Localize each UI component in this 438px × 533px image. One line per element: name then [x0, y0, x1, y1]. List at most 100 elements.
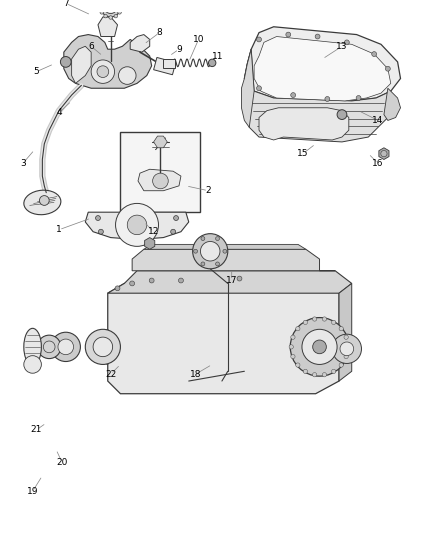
- Circle shape: [91, 60, 115, 83]
- Text: 6: 6: [88, 42, 94, 51]
- Polygon shape: [244, 27, 400, 101]
- Circle shape: [179, 278, 184, 283]
- Circle shape: [118, 67, 136, 84]
- Polygon shape: [145, 238, 155, 249]
- Circle shape: [109, 16, 113, 19]
- Circle shape: [237, 276, 242, 281]
- Circle shape: [312, 373, 317, 377]
- Circle shape: [290, 318, 349, 376]
- Circle shape: [149, 278, 154, 283]
- Circle shape: [257, 86, 261, 91]
- Polygon shape: [244, 49, 391, 142]
- Polygon shape: [379, 148, 389, 159]
- Circle shape: [43, 341, 55, 353]
- Polygon shape: [259, 108, 349, 140]
- Circle shape: [104, 14, 107, 18]
- Circle shape: [194, 249, 198, 253]
- Circle shape: [201, 237, 205, 240]
- Circle shape: [322, 317, 327, 321]
- Polygon shape: [64, 35, 152, 88]
- Circle shape: [118, 11, 121, 14]
- Text: 5: 5: [34, 67, 39, 76]
- Circle shape: [99, 229, 103, 234]
- Circle shape: [289, 345, 293, 349]
- Text: 4: 4: [56, 108, 62, 117]
- Bar: [120, 132, 201, 212]
- Circle shape: [344, 354, 348, 359]
- Circle shape: [339, 363, 343, 367]
- Text: 13: 13: [336, 42, 348, 51]
- Bar: [154, 58, 176, 75]
- Circle shape: [302, 329, 337, 365]
- Circle shape: [337, 110, 347, 119]
- Ellipse shape: [24, 328, 41, 366]
- Circle shape: [385, 66, 390, 71]
- Polygon shape: [108, 271, 352, 293]
- Text: 8: 8: [157, 28, 162, 37]
- Circle shape: [100, 11, 103, 14]
- Polygon shape: [254, 37, 391, 101]
- Text: 22: 22: [105, 370, 117, 379]
- Text: 11: 11: [212, 52, 224, 61]
- Circle shape: [344, 40, 349, 45]
- Circle shape: [115, 286, 120, 291]
- Polygon shape: [130, 35, 150, 52]
- Polygon shape: [154, 136, 167, 148]
- Circle shape: [95, 216, 100, 221]
- Circle shape: [340, 342, 353, 356]
- Circle shape: [101, 0, 120, 17]
- Text: 10: 10: [193, 35, 204, 44]
- Circle shape: [97, 66, 109, 77]
- Polygon shape: [72, 46, 91, 83]
- Circle shape: [291, 335, 295, 340]
- Polygon shape: [138, 169, 181, 191]
- Circle shape: [257, 37, 261, 42]
- Circle shape: [39, 196, 49, 205]
- Polygon shape: [241, 49, 254, 127]
- Circle shape: [332, 369, 336, 374]
- Circle shape: [193, 233, 228, 269]
- Text: 1: 1: [56, 225, 62, 235]
- Text: 15: 15: [297, 149, 309, 158]
- Circle shape: [223, 249, 227, 253]
- Circle shape: [100, 1, 103, 4]
- Text: 14: 14: [372, 116, 384, 125]
- Circle shape: [152, 173, 168, 189]
- Circle shape: [201, 262, 205, 266]
- Circle shape: [208, 59, 216, 67]
- Circle shape: [173, 216, 179, 221]
- Text: 2: 2: [205, 186, 211, 195]
- Circle shape: [346, 345, 350, 349]
- Polygon shape: [85, 212, 189, 239]
- Circle shape: [312, 317, 317, 321]
- Circle shape: [372, 52, 377, 56]
- Polygon shape: [108, 284, 339, 394]
- Circle shape: [60, 56, 71, 67]
- Ellipse shape: [24, 190, 61, 215]
- Circle shape: [24, 356, 41, 373]
- Circle shape: [38, 335, 61, 359]
- Circle shape: [286, 32, 291, 37]
- Polygon shape: [384, 88, 400, 120]
- Polygon shape: [132, 249, 335, 271]
- Circle shape: [215, 262, 219, 266]
- Circle shape: [171, 229, 176, 234]
- Circle shape: [356, 95, 361, 100]
- Polygon shape: [98, 17, 117, 37]
- Circle shape: [313, 340, 326, 354]
- Text: 17: 17: [226, 276, 237, 285]
- Circle shape: [51, 332, 81, 361]
- Circle shape: [99, 5, 102, 9]
- Circle shape: [315, 34, 320, 39]
- Text: 21: 21: [31, 425, 42, 434]
- Circle shape: [215, 237, 219, 240]
- Circle shape: [322, 373, 327, 377]
- Text: 18: 18: [190, 370, 201, 379]
- Circle shape: [339, 327, 343, 331]
- Text: 3: 3: [20, 159, 26, 168]
- Circle shape: [114, 14, 117, 18]
- Circle shape: [58, 339, 74, 354]
- Text: 7: 7: [63, 0, 69, 8]
- Text: 9: 9: [176, 45, 182, 54]
- Polygon shape: [144, 245, 306, 249]
